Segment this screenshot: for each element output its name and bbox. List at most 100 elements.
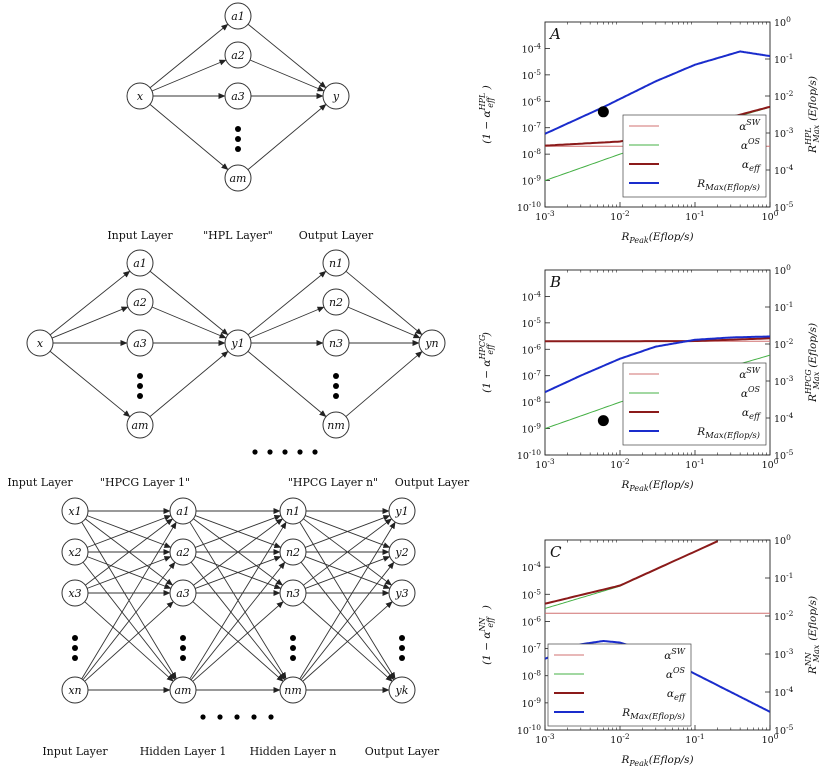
chart-B-series-2 (545, 337, 770, 343)
diagram1: x a1 a2 a3 am y (126, 2, 350, 192)
chart-C-xtick-label-1: 10-2 (610, 732, 630, 746)
chart-A-series-3 (545, 50, 770, 135)
chart-B-series-3 (545, 335, 770, 394)
d3-edge-1-3-1 (190, 561, 286, 681)
chart-A-ytick-left-label-2: 10-8 (522, 147, 542, 161)
chart-B-panel-label: B (549, 273, 561, 291)
d1-edge-in-1 (151, 59, 227, 92)
d3-label-col_x-3: xn (68, 684, 81, 697)
d2-node-nm: nm (322, 411, 350, 439)
chart-B-ytick-left-label-4: 10-6 (522, 342, 542, 356)
chart-B-ylabel-left: (1 − αHPCGeff) (478, 332, 495, 393)
chart-C-ytick-left-label-3: 10-7 (522, 642, 542, 656)
chart-C-xtick-label-2: 10-1 (685, 732, 704, 746)
d3-label-col_n-2: n3 (286, 587, 300, 600)
d1-edge-out-0 (247, 23, 327, 89)
d2-edge-a-y1-1 (151, 306, 227, 339)
d3-label-col_a-3: am (175, 684, 192, 697)
d3-node-col_x-2: x3 (61, 579, 89, 607)
d2-node-a1: a1 (126, 249, 154, 277)
d1-label-a3: a3 (231, 90, 245, 103)
chart-C-ytick-left-label-1: 10-9 (522, 696, 542, 710)
d3-edge-0-1-0 (86, 515, 172, 548)
chart-A-ytick-right-label-1: 10-4 (774, 163, 794, 177)
d2-node-n3: n3 (322, 329, 350, 357)
chart-B-ytick-left-label-3: 10-7 (522, 369, 542, 383)
d3-node-col_a-0: a1 (169, 497, 197, 525)
d1-label-am: am (230, 172, 247, 185)
chart-A-ytick-left-label-5: 10-5 (522, 68, 542, 82)
chart-B-xtick-label-0: 10-3 (535, 457, 555, 471)
chart-C-legend-label-2: αeff (667, 688, 687, 703)
chart-A-xtick-label-1: 10-2 (610, 209, 630, 223)
chart-C-legend: αSW αOS αeff RMax(Eflop/s) (547, 643, 692, 727)
chart-B-ytick-right-label-1: 10-4 (774, 411, 794, 425)
d3-edge-0-2-0 (85, 518, 174, 586)
d3-label-col_a-0: a1 (176, 505, 190, 518)
chart-C-frame (544, 539, 771, 731)
d2-node-am: am (126, 411, 154, 439)
chart-C-ytick-left-label-4: 10-6 (522, 614, 542, 628)
chart-C-legend-label-0: αSW (664, 647, 686, 662)
chart-B-xtick-label-1: 10-2 (610, 457, 630, 471)
d2-node-n2: n2 (322, 288, 350, 316)
diagram3-titles: Input Layer "HPCG Layer 1" "HPCG Layer n… (7, 476, 470, 489)
d1-node-x: x (126, 82, 154, 110)
d3-ellipsis-dots (72, 635, 405, 720)
chart-A-xtick-label-0: 10-3 (535, 209, 555, 223)
chart-C-series-2 (545, 540, 719, 605)
chart-C-ylabel-left: (1 − αNNeff) (478, 605, 495, 665)
d2-ellipsis-dots (137, 373, 339, 455)
chart-B-xlabel: RPeak(Eflop/s) (620, 479, 693, 493)
d2-node-x: x (26, 329, 54, 357)
d2-edge-x-a1 (51, 306, 129, 339)
chart-C-legend-label-3: RMax(Eflop/s) (621, 707, 685, 722)
d2-node-n1: n1 (322, 249, 350, 277)
d1-node-a2: a2 (224, 41, 252, 69)
chart-B-xtick-label-3: 100 (762, 457, 779, 471)
d2-label-nm: nm (327, 419, 345, 432)
chart-A-ytick-left-label-1: 10-9 (522, 174, 542, 188)
chart-B-ytick-left-label-1: 10-9 (522, 422, 542, 436)
d2-edge-n-yn-0 (345, 270, 423, 336)
chart-A-xlabel: RPeak(Eflop/s) (620, 231, 693, 245)
d3-bottom-input: Input Layer (42, 745, 108, 758)
d2-node-a3: a3 (126, 329, 154, 357)
d2-label-n3: n3 (329, 337, 343, 350)
d2-label-n1: n1 (329, 257, 343, 270)
d2-label-am: am (132, 419, 149, 432)
d1-node-a1: a1 (224, 2, 252, 30)
chart-A-ytick-left-label-0: 10-10 (517, 200, 541, 214)
d3-bottom-hiddenn: Hidden Layer n (250, 745, 337, 758)
d1-label-y: y (332, 90, 340, 103)
chart-C-ytick-right-label-5: 100 (774, 533, 791, 547)
d3-label-col_y-0: y1 (394, 505, 408, 518)
chart-A-ytick-right-label-3: 10-2 (774, 89, 794, 103)
d2-label-y1: y1 (230, 337, 244, 350)
chart-B-legend-label-0: αSW (739, 366, 761, 381)
d2-edge-a-y1-0 (149, 270, 229, 336)
chart-C-xlabel: RPeak(Eflop/s) (620, 754, 693, 767)
d3-label-col_x-2: x3 (68, 587, 81, 600)
d2-label-x: x (37, 337, 44, 350)
chart-A-legend-label-3: RMax(Eflop/s) (696, 178, 760, 193)
chart-C-ytick-right-label-3: 10-2 (774, 609, 794, 623)
chart-B-ytick-left-label-6: 10-4 (522, 289, 542, 303)
d1-edge-out-1 (249, 59, 325, 92)
chart-C-ytick-left-label-0: 10-10 (517, 723, 541, 737)
d1-label-x: x (137, 90, 144, 103)
chart-A-legend-label-0: αSW (739, 118, 761, 133)
d3-edge-0-2-1 (86, 556, 172, 589)
d3-edge-1-2-1 (195, 555, 282, 589)
d3-label-col_a-1: a2 (176, 546, 190, 559)
d3-label-col_a-2: a3 (176, 587, 190, 600)
d2-edge-y1-n3 (247, 350, 327, 418)
d3-node-col_y-3: yk (388, 676, 416, 704)
d1-edge-in-3 (149, 103, 229, 171)
d1-ellipsis-dots (235, 126, 241, 152)
chart-A-ytick-right-label-5: 100 (774, 15, 791, 29)
chart-C-ytick-left-label-2: 10-8 (522, 669, 542, 683)
d3-node-col_y-1: y2 (388, 538, 416, 566)
d3-label-col_n-1: n2 (286, 546, 300, 559)
chart-B-ytick-right-label-3: 10-2 (774, 337, 794, 351)
